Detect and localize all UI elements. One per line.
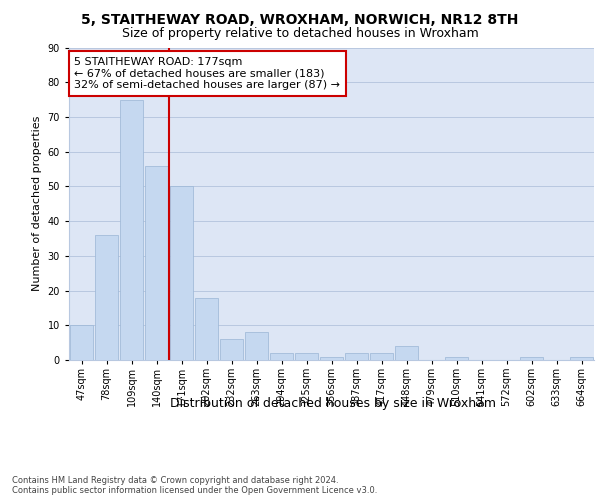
Text: 5, STAITHEWAY ROAD, WROXHAM, NORWICH, NR12 8TH: 5, STAITHEWAY ROAD, WROXHAM, NORWICH, NR…	[82, 12, 518, 26]
Bar	[95, 235, 118, 360]
Bar	[520, 356, 543, 360]
Bar	[445, 356, 468, 360]
Bar	[120, 100, 143, 360]
Bar	[270, 353, 293, 360]
Bar	[220, 339, 243, 360]
Bar	[170, 186, 193, 360]
Bar	[70, 326, 93, 360]
Bar	[395, 346, 418, 360]
Bar	[320, 356, 343, 360]
Text: Distribution of detached houses by size in Wroxham: Distribution of detached houses by size …	[170, 398, 496, 410]
Y-axis label: Number of detached properties: Number of detached properties	[32, 116, 42, 292]
Text: Contains HM Land Registry data © Crown copyright and database right 2024.
Contai: Contains HM Land Registry data © Crown c…	[12, 476, 377, 495]
Bar	[295, 353, 318, 360]
Bar	[195, 298, 218, 360]
Text: Size of property relative to detached houses in Wroxham: Size of property relative to detached ho…	[122, 28, 478, 40]
Bar	[345, 353, 368, 360]
Bar	[370, 353, 393, 360]
Bar	[570, 356, 593, 360]
Bar	[145, 166, 168, 360]
Text: 5 STAITHEWAY ROAD: 177sqm
← 67% of detached houses are smaller (183)
32% of semi: 5 STAITHEWAY ROAD: 177sqm ← 67% of detac…	[74, 57, 340, 90]
Bar	[245, 332, 268, 360]
